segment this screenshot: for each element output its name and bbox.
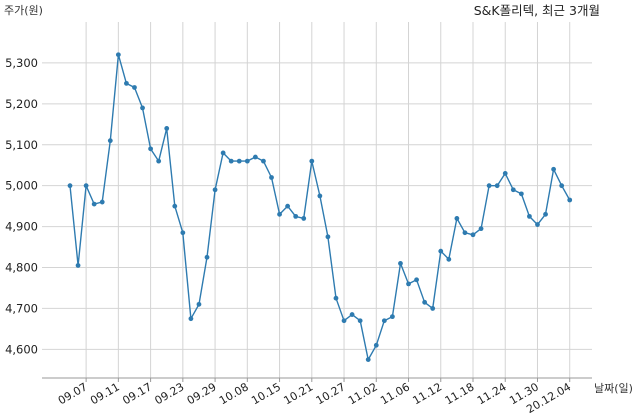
data-point xyxy=(252,154,258,160)
data-point xyxy=(341,318,347,324)
data-point xyxy=(535,222,540,227)
data-point xyxy=(75,263,81,268)
data-point xyxy=(99,199,105,205)
data-point xyxy=(325,234,331,240)
data-point xyxy=(156,158,162,164)
data-point xyxy=(269,175,274,180)
x-tick-label: 10.15 xyxy=(249,380,283,407)
y-axis-label: 주가(원) xyxy=(4,4,43,17)
data-point xyxy=(430,306,436,311)
data-point xyxy=(446,256,452,262)
grid-layer xyxy=(42,22,592,378)
data-point xyxy=(124,80,129,86)
y-tick-label: 5,100 xyxy=(5,138,38,152)
data-point xyxy=(188,316,194,322)
data-point xyxy=(196,301,202,307)
data-point xyxy=(349,312,355,317)
data-point xyxy=(510,187,516,193)
data-point xyxy=(148,146,154,152)
data-point xyxy=(317,193,323,199)
data-point xyxy=(333,295,339,301)
data-point xyxy=(261,158,266,164)
axis-layer xyxy=(42,377,592,382)
y-tick-label: 5,300 xyxy=(5,56,38,70)
x-tick-label: 11.02 xyxy=(346,380,380,407)
x-tick-label: 10.21 xyxy=(282,380,316,407)
x-tick-label: 09.23 xyxy=(153,380,187,407)
data-point xyxy=(244,158,250,164)
data-point xyxy=(285,203,291,209)
data-point xyxy=(107,138,113,144)
data-point xyxy=(422,299,428,305)
x-tick-label: 11.24 xyxy=(475,380,509,407)
data-point xyxy=(567,197,573,203)
data-point xyxy=(83,183,89,189)
data-point xyxy=(390,314,395,320)
price-series xyxy=(67,52,573,362)
data-point xyxy=(301,216,307,221)
x-tick-label: 10.08 xyxy=(217,380,251,407)
y-tick-label: 4,700 xyxy=(5,301,38,315)
data-point xyxy=(236,158,242,164)
data-point xyxy=(309,158,315,164)
data-point xyxy=(140,105,145,111)
data-point xyxy=(494,183,500,189)
x-tick-label: 11.06 xyxy=(378,380,412,407)
x-tick-label: 10.27 xyxy=(314,380,348,407)
data-point xyxy=(180,230,186,236)
data-point xyxy=(527,213,532,219)
data-point xyxy=(502,171,508,176)
y-tick-label: 5,200 xyxy=(5,97,38,111)
data-point xyxy=(365,357,371,362)
data-point xyxy=(551,166,556,172)
data-point xyxy=(470,232,476,238)
data-point xyxy=(228,158,234,164)
data-point xyxy=(277,211,282,217)
data-point xyxy=(543,211,548,217)
series-line xyxy=(69,54,571,361)
chart-title: S&K폴리텍, 최근 3개월 xyxy=(474,3,600,18)
data-point xyxy=(172,203,178,209)
x-tick-label: 11.18 xyxy=(443,380,477,407)
x-tick-labels: 09.0709.1109.1709.2309.2910.0810.1510.21… xyxy=(56,380,573,416)
data-point xyxy=(414,277,419,283)
data-point xyxy=(381,318,387,324)
y-tick-label: 4,800 xyxy=(5,261,38,275)
y-tick-label: 5,000 xyxy=(5,179,38,193)
data-point xyxy=(115,52,121,58)
data-point xyxy=(132,85,137,90)
data-point xyxy=(398,261,403,266)
x-tick-label: 09.17 xyxy=(120,380,154,407)
x-tick-label: 09.11 xyxy=(88,380,122,407)
data-point xyxy=(357,318,363,324)
x-tick-label: 09.29 xyxy=(185,380,219,407)
data-point xyxy=(164,125,170,131)
data-point xyxy=(462,230,468,236)
y-tick-label: 4,900 xyxy=(5,220,38,234)
data-point xyxy=(67,183,73,189)
data-point xyxy=(91,201,97,207)
x-axis-label: 날짜(일) xyxy=(594,381,633,395)
x-tick-label: 11.12 xyxy=(410,380,444,407)
x-tick-label: 09.07 xyxy=(56,380,90,407)
data-point xyxy=(373,342,379,348)
data-point xyxy=(454,216,460,221)
y-tick-label: 4,600 xyxy=(5,342,38,356)
data-point xyxy=(438,248,444,254)
data-point xyxy=(478,226,484,232)
y-tick-labels: 4,600 4,700 4,800 4,900 5,000 5,100 5,200 5,300 xyxy=(5,56,38,356)
data-point xyxy=(559,183,565,189)
data-point xyxy=(518,191,524,197)
data-point xyxy=(212,187,218,193)
data-point xyxy=(293,213,299,219)
data-point xyxy=(406,281,411,287)
data-point xyxy=(220,150,226,156)
data-point xyxy=(486,183,492,189)
data-point xyxy=(204,254,210,260)
